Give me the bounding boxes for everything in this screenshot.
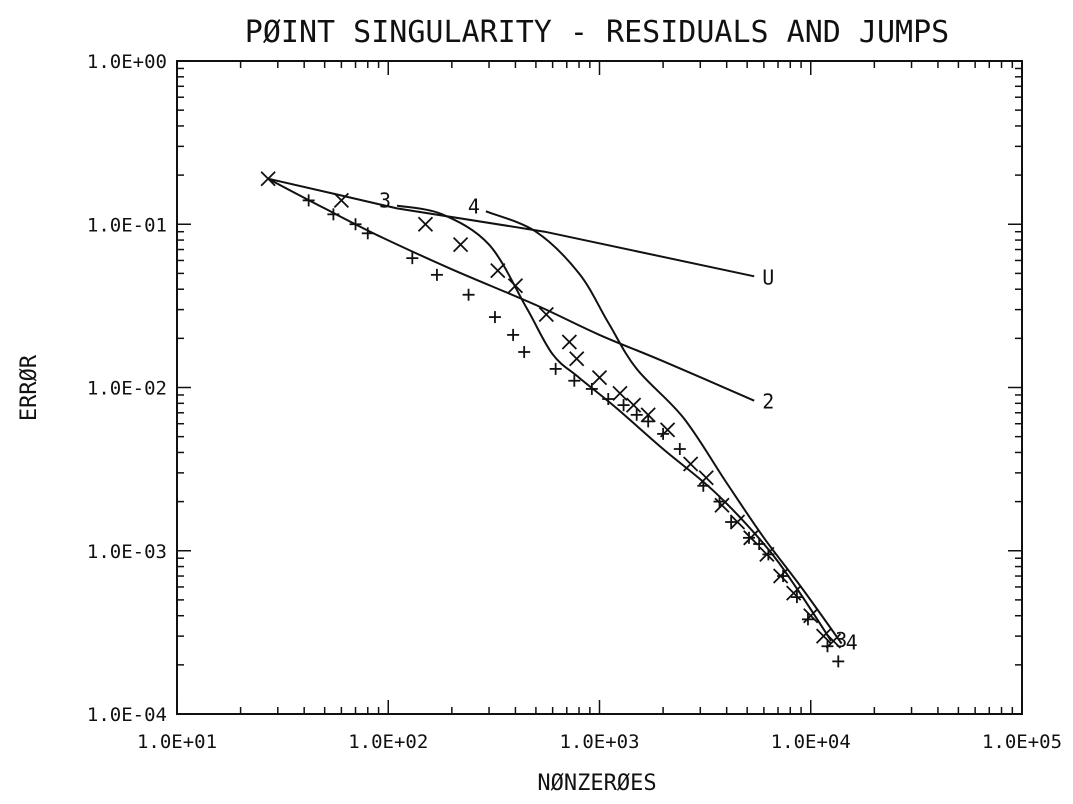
- plus-marker: [801, 613, 814, 626]
- plus-marker: [462, 288, 475, 301]
- x-marker: [417, 216, 434, 232]
- x-marker-stroke: [803, 608, 819, 624]
- x-marker-stroke: [569, 351, 585, 367]
- x-marker-stroke: [698, 470, 714, 486]
- y-tick-label: 1.0E-03: [87, 541, 167, 563]
- y-tick-label: 1.0E-04: [87, 704, 167, 726]
- axis-tick-labels: 1.0E+01 1.0E+02 1.0E+03 1.0E+04 1.0E+05 1.0E+…: [87, 51, 1062, 753]
- chart-title: PØINT SINGULARITY - RESIDUALS AND JUMPS: [245, 15, 949, 50]
- x-axis-label: NØNZERØES: [537, 771, 656, 796]
- x-marker-stroke: [333, 192, 350, 209]
- x-marker-stroke: [625, 397, 642, 413]
- plus-marker: [777, 570, 790, 583]
- plus-marker: [430, 268, 443, 281]
- markers-layer: [260, 171, 845, 668]
- plus-marker: [568, 374, 581, 387]
- y-tick-label: 1.0E-01: [87, 214, 167, 236]
- x-marker-stroke: [640, 407, 656, 423]
- x-marker-stroke: [490, 262, 506, 279]
- plus-marker: [642, 415, 655, 428]
- x-marker: [561, 334, 577, 350]
- x-marker-stroke: [452, 237, 469, 253]
- plus-marker: [742, 531, 755, 544]
- plus-marker: [488, 311, 501, 324]
- x-marker: [803, 608, 819, 624]
- x-marker: [490, 262, 506, 279]
- plus-marker: [327, 208, 340, 221]
- plus-marker: [507, 328, 520, 341]
- curve-end-label-3: 3: [835, 628, 847, 652]
- plot-frame: [176, 60, 1023, 715]
- series-layer: [267, 177, 843, 645]
- y-axis-label: ERRØR: [17, 354, 42, 421]
- x-marker: [612, 385, 628, 402]
- curve-end-label-4: 4: [846, 631, 858, 655]
- x-marker-stroke: [815, 628, 832, 644]
- plus-marker: [713, 495, 726, 508]
- x-tick-label: 1.0E+03: [559, 731, 639, 753]
- plus-marker: [361, 227, 374, 240]
- x-tick-label: 1.0E+05: [982, 731, 1062, 753]
- plus-marker: [697, 479, 710, 492]
- curve-label-U: U: [762, 265, 774, 289]
- x-marker-stroke: [591, 369, 608, 386]
- x-marker-stroke: [260, 171, 276, 187]
- plus-marker: [585, 382, 598, 395]
- series-line-4: [485, 210, 843, 645]
- plus-marker: [518, 345, 531, 358]
- plus-marker: [302, 194, 315, 207]
- x-marker: [640, 407, 656, 423]
- plus-marker: [617, 399, 630, 412]
- plus-marker: [821, 640, 834, 653]
- x-marker: [507, 278, 524, 294]
- plus-marker: [673, 443, 686, 456]
- x-marker: [591, 369, 608, 386]
- x-marker: [714, 497, 730, 513]
- plus-marker: [832, 655, 845, 668]
- curve-label-4: 4: [468, 194, 480, 218]
- x-marker-stroke: [714, 497, 730, 513]
- x-marker-stroke: [786, 585, 802, 601]
- x-marker-stroke: [561, 334, 577, 350]
- plus-marker: [753, 537, 766, 550]
- x-tick-label: 1.0E+04: [771, 731, 851, 753]
- x-marker-stroke: [417, 216, 434, 232]
- curve-label-3: 3: [379, 189, 391, 213]
- x-marker-stroke: [612, 385, 628, 402]
- x-marker: [786, 585, 802, 601]
- plus-marker: [349, 218, 362, 231]
- plus-marker: [725, 516, 738, 529]
- axis-ticks: [176, 60, 1023, 715]
- x-marker: [260, 171, 276, 187]
- plus-marker: [406, 252, 419, 265]
- x-marker: [538, 306, 554, 323]
- x-marker-stroke: [538, 306, 554, 323]
- x-tick-label: 1.0E+01: [137, 731, 217, 753]
- x-tick-label: 1.0E+02: [348, 731, 428, 753]
- series-line-U: [267, 177, 755, 278]
- plus-marker: [790, 591, 803, 604]
- x-marker-stroke: [729, 514, 746, 530]
- plus-marker: [630, 408, 643, 421]
- curve-label-2: 2: [762, 390, 774, 414]
- x-marker: [698, 470, 714, 486]
- x-marker-stroke: [507, 278, 524, 294]
- x-marker: [569, 351, 585, 367]
- x-marker: [333, 192, 350, 209]
- x-marker: [729, 514, 746, 530]
- x-marker: [625, 397, 642, 413]
- x-marker: [452, 237, 469, 253]
- plus-marker: [549, 362, 562, 375]
- y-tick-label: 1.0E+00: [87, 51, 167, 73]
- plus-marker: [762, 548, 775, 561]
- x-marker-stroke: [682, 456, 699, 472]
- y-tick-label: 1.0E-02: [87, 378, 167, 400]
- plus-marker: [657, 427, 670, 440]
- plus-marker: [602, 393, 615, 406]
- x-marker: [682, 456, 699, 472]
